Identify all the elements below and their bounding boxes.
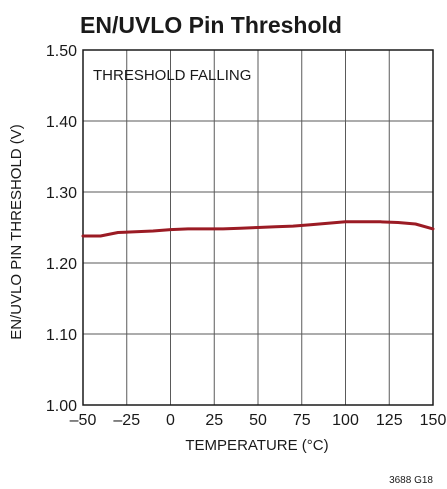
y-axis-label: EN/UVLO PIN THRESHOLD (V): [8, 124, 25, 340]
x-tick-label: –50: [70, 412, 97, 429]
y-tick-labels: 1.00 1.10 1.20 1.30 1.40 1.50: [46, 43, 77, 415]
grid: [83, 50, 433, 405]
y-tick-label: 1.50: [46, 43, 77, 60]
x-tick-label: 50: [249, 412, 267, 429]
x-tick-label: 100: [332, 412, 359, 429]
threshold-falling-label: THRESHOLD FALLING: [93, 67, 251, 84]
y-tick-label: 1.20: [46, 256, 77, 273]
y-tick-label: 1.30: [46, 185, 77, 202]
y-tick-label: 1.00: [46, 398, 77, 415]
series-line: [81, 220, 435, 238]
y-tick-label: 1.40: [46, 114, 77, 131]
figure-id: 3688 G18: [389, 475, 433, 486]
x-axis-label: TEMPERATURE (°C): [185, 437, 328, 454]
chart-title: EN/UVLO Pin Threshold: [80, 12, 342, 38]
x-tick-label: 150: [420, 412, 447, 429]
x-tick-label: 0: [166, 412, 175, 429]
x-tick-label: 125: [376, 412, 403, 429]
x-tick-label: 25: [205, 412, 223, 429]
x-tick-label: 75: [293, 412, 311, 429]
y-tick-label: 1.10: [46, 327, 77, 344]
x-tick-label: –25: [113, 412, 140, 429]
x-tick-labels: –50 –25 0 25 50 75 100 125 150: [70, 412, 447, 429]
